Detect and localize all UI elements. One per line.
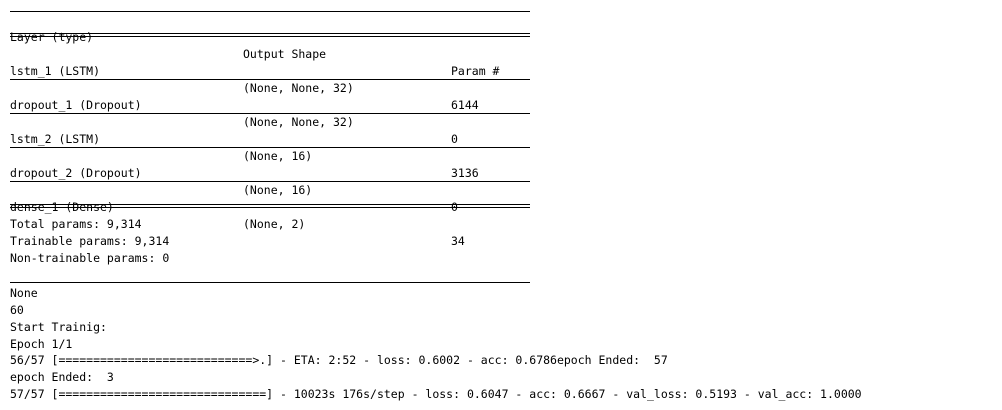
layer-params: 6144 (451, 98, 479, 112)
summary-bottom-rule (10, 282, 530, 283)
progress-line: 56/57 [============================>.] -… (10, 353, 668, 367)
header-layer: Layer (type) (10, 30, 94, 44)
layer-name: lstm_1 (LSTM) (10, 64, 101, 78)
log-line: 60 (10, 303, 24, 317)
log-line: epoch Ended: 3 (10, 370, 114, 384)
layer-shape: (None, 16) (243, 149, 313, 163)
log-line: None (10, 286, 38, 300)
layer-shape: (None, None, 32) (243, 81, 354, 95)
layer-name: dropout_1 (Dropout) (10, 98, 142, 112)
summary-top-rule (10, 11, 530, 12)
layer-shape: (None, 16) (243, 183, 313, 197)
row-divider (10, 79, 530, 80)
table-row: dense_1 (Dense) (None, 2) 34 (10, 182, 465, 248)
summary-header-row: Layer (type) Output Shape Param # (10, 12, 499, 78)
layer-params: 0 (451, 132, 458, 146)
row-divider (10, 113, 530, 114)
summary-footer-double-rule (10, 204, 530, 208)
layer-name: dropout_2 (Dropout) (10, 166, 142, 180)
header-param: Param # (451, 64, 500, 78)
summary-header-double-rule (10, 33, 530, 37)
non-trainable-params: Non-trainable params: 0 (10, 251, 170, 265)
layer-shape: (None, None, 32) (243, 115, 354, 129)
layer-params: 34 (451, 234, 465, 248)
table-row: dropout_2 (Dropout) (None, 16) 0 (10, 148, 458, 214)
layer-shape: (None, 2) (243, 217, 306, 231)
log-line: Epoch 1/1 (10, 337, 73, 351)
table-row: lstm_1 (LSTM) (None, None, 32) 6144 (10, 46, 479, 112)
progress-line: 57/57 [==============================] -… (10, 387, 862, 401)
trainable-params: Trainable params: 9,314 (10, 234, 170, 248)
table-row: lstm_2 (LSTM) (None, 16) 3136 (10, 114, 479, 180)
layer-params: 3136 (451, 166, 479, 180)
header-output-shape: Output Shape (243, 47, 327, 61)
layer-name: lstm_2 (LSTM) (10, 132, 101, 146)
table-row: dropout_1 (Dropout) (None, None, 32) 0 (10, 80, 458, 146)
log-line: Start Trainig: (10, 320, 107, 334)
row-divider (10, 147, 530, 148)
total-params: Total params: 9,314 (10, 217, 142, 231)
row-divider (10, 181, 530, 182)
